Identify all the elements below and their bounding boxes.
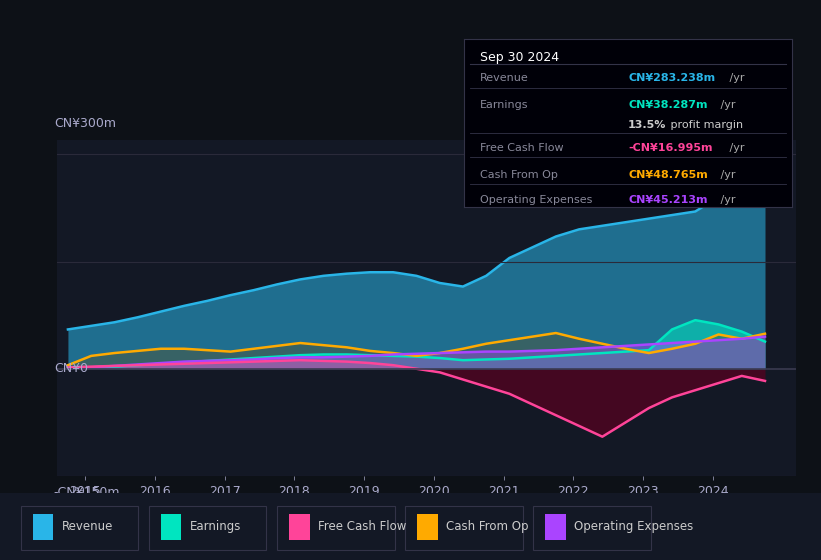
Text: profit margin: profit margin <box>667 120 744 130</box>
FancyBboxPatch shape <box>417 514 438 540</box>
Text: Revenue: Revenue <box>62 520 113 533</box>
Text: /yr: /yr <box>726 73 744 83</box>
Text: 13.5%: 13.5% <box>628 120 667 130</box>
Text: Free Cash Flow: Free Cash Flow <box>318 520 406 533</box>
Text: /yr: /yr <box>717 195 736 206</box>
Text: /yr: /yr <box>717 100 736 110</box>
Text: /yr: /yr <box>717 170 736 180</box>
Text: CN¥300m: CN¥300m <box>54 117 116 130</box>
FancyBboxPatch shape <box>289 514 310 540</box>
Text: Earnings: Earnings <box>480 100 529 110</box>
Text: Earnings: Earnings <box>190 520 241 533</box>
Text: Operating Expenses: Operating Expenses <box>480 195 593 206</box>
Text: CN¥45.213m: CN¥45.213m <box>628 195 708 206</box>
Text: Cash From Op: Cash From Op <box>480 170 558 180</box>
FancyBboxPatch shape <box>545 514 566 540</box>
FancyBboxPatch shape <box>33 514 53 540</box>
Text: /yr: /yr <box>726 143 744 153</box>
Text: Operating Expenses: Operating Expenses <box>574 520 693 533</box>
Text: CN¥283.238m: CN¥283.238m <box>628 73 715 83</box>
Text: Sep 30 2024: Sep 30 2024 <box>480 51 559 64</box>
Text: -CN¥150m: -CN¥150m <box>54 486 120 499</box>
Text: Free Cash Flow: Free Cash Flow <box>480 143 564 153</box>
Text: CN¥38.287m: CN¥38.287m <box>628 100 708 110</box>
Text: CN¥48.765m: CN¥48.765m <box>628 170 708 180</box>
FancyBboxPatch shape <box>161 514 181 540</box>
Text: CN¥0: CN¥0 <box>54 362 88 375</box>
Text: Cash From Op: Cash From Op <box>446 520 528 533</box>
Text: Revenue: Revenue <box>480 73 529 83</box>
Text: -CN¥16.995m: -CN¥16.995m <box>628 143 713 153</box>
